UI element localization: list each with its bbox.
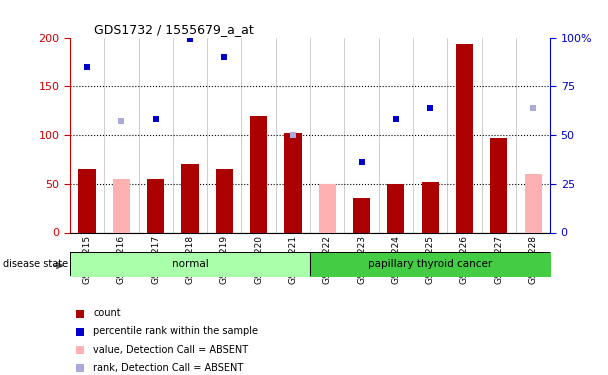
- Bar: [525, 174, 542, 232]
- Bar: [104, 38, 139, 232]
- Bar: [250, 116, 267, 232]
- Bar: [181, 164, 199, 232]
- Bar: [276, 38, 310, 232]
- Text: papillary thyroid cancer: papillary thyroid cancer: [368, 259, 492, 269]
- Bar: [353, 198, 370, 232]
- Text: percentile rank within the sample: percentile rank within the sample: [93, 327, 258, 336]
- Bar: [516, 38, 550, 232]
- Bar: [139, 38, 173, 232]
- Bar: [490, 138, 507, 232]
- Bar: [173, 38, 207, 232]
- Bar: [456, 44, 473, 232]
- Text: GDS1732 / 1555679_a_at: GDS1732 / 1555679_a_at: [94, 23, 254, 36]
- Bar: [216, 169, 233, 232]
- Bar: [413, 38, 447, 232]
- Bar: [285, 133, 302, 232]
- Text: value, Detection Call = ABSENT: value, Detection Call = ABSENT: [93, 345, 248, 354]
- Text: count: count: [93, 309, 121, 318]
- Bar: [207, 38, 241, 232]
- Bar: [113, 179, 130, 232]
- Bar: [241, 38, 276, 232]
- Bar: [379, 38, 413, 232]
- Bar: [387, 184, 404, 232]
- Bar: [421, 182, 439, 232]
- Bar: [147, 179, 164, 232]
- Text: normal: normal: [171, 259, 209, 269]
- Bar: [70, 38, 104, 232]
- Bar: [319, 184, 336, 232]
- Bar: [447, 38, 482, 232]
- Text: disease state: disease state: [3, 260, 68, 269]
- Text: rank, Detection Call = ABSENT: rank, Detection Call = ABSENT: [93, 363, 243, 372]
- Bar: [344, 38, 379, 232]
- Bar: [78, 169, 95, 232]
- Bar: [482, 38, 516, 232]
- Bar: [310, 38, 344, 232]
